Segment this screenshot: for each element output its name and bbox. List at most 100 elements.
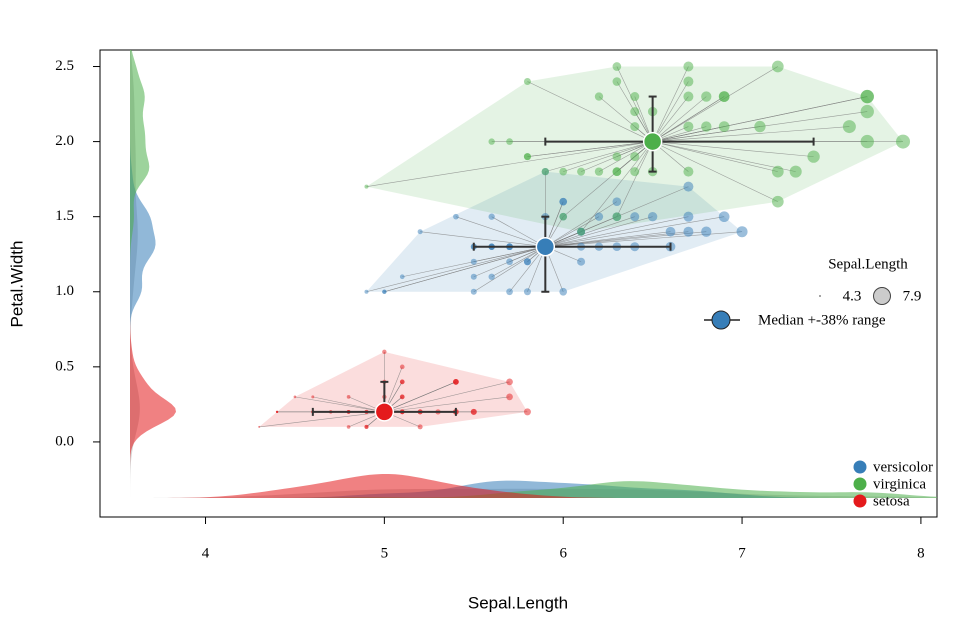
- point: [293, 395, 297, 399]
- spider-line: [598, 141, 653, 172]
- point: [488, 273, 495, 280]
- point: [541, 167, 549, 176]
- point: [789, 165, 802, 178]
- median-legend-symbol: [711, 310, 731, 330]
- point: [647, 212, 658, 222]
- spider-line: [545, 141, 653, 172]
- spider-line: [420, 231, 546, 248]
- point: [506, 393, 513, 401]
- point: [771, 60, 784, 73]
- y-tick-label: 1.0: [55, 283, 74, 299]
- spider-line: [545, 201, 618, 247]
- point: [630, 212, 640, 222]
- spider-line: [384, 396, 510, 413]
- spider-line: [652, 141, 814, 157]
- spider-line: [259, 411, 385, 428]
- point: [506, 258, 513, 266]
- y-tick-label: 2.0: [55, 133, 74, 149]
- spider-line: [616, 141, 653, 217]
- legend-symbol: [853, 477, 867, 491]
- point: [683, 211, 694, 222]
- x-tick-label: 7: [738, 545, 746, 561]
- size-legend-title: Sepal.Length: [828, 256, 908, 272]
- x-axis-title: Sepal.Length: [468, 593, 568, 612]
- point: [470, 258, 477, 265]
- point: [417, 229, 423, 235]
- spider-line: [545, 216, 635, 247]
- point: [399, 364, 405, 370]
- point: [594, 212, 604, 221]
- spider-line: [455, 216, 546, 247]
- legend-label: versicolor: [873, 459, 933, 475]
- point: [754, 120, 766, 133]
- y-tick-label: 0.0: [55, 433, 74, 449]
- point: [736, 226, 748, 238]
- point: [470, 288, 477, 295]
- point: [683, 226, 694, 237]
- point: [470, 408, 477, 415]
- point: [807, 150, 820, 163]
- point: [559, 167, 568, 176]
- point: [612, 77, 622, 86]
- point: [577, 257, 586, 266]
- spider-line: [652, 96, 725, 142]
- spider-line: [652, 141, 778, 202]
- point: [382, 349, 387, 354]
- size-legend-min: 4.3: [843, 288, 862, 304]
- spider-line: [545, 216, 600, 247]
- spider-line: [545, 216, 689, 248]
- point: [523, 78, 531, 86]
- spider-line: [580, 141, 653, 232]
- y-axis-title: Petal.Width: [7, 241, 26, 328]
- y-density: [130, 50, 176, 517]
- x-tick-label: 6: [559, 545, 567, 561]
- y-density: [130, 50, 150, 517]
- x-tick-label: 8: [917, 545, 925, 561]
- point: [559, 212, 568, 221]
- point: [417, 424, 423, 430]
- spider-line: [616, 66, 653, 142]
- point: [258, 425, 261, 428]
- spider-line: [294, 396, 385, 413]
- x-density: [153, 480, 938, 498]
- point: [630, 107, 640, 117]
- spider-line: [545, 231, 671, 248]
- point: [612, 212, 622, 222]
- point: [506, 288, 513, 296]
- point: [523, 408, 531, 416]
- point: [701, 121, 712, 132]
- point: [594, 167, 604, 176]
- point: [701, 91, 712, 102]
- point: [630, 152, 640, 162]
- size-legend-max-symbol: [873, 287, 891, 305]
- median: [642, 131, 663, 152]
- spider-line: [384, 381, 457, 413]
- spider-line: [598, 96, 653, 142]
- point: [506, 138, 513, 145]
- point: [683, 76, 694, 87]
- spider-line: [545, 231, 707, 248]
- y-density: [130, 50, 156, 517]
- spider-line: [366, 246, 546, 293]
- point: [701, 226, 712, 237]
- spider-line: [366, 141, 653, 187]
- point: [683, 166, 694, 177]
- spider-line: [652, 141, 796, 172]
- x-density: [153, 474, 938, 498]
- point: [612, 62, 622, 71]
- point: [630, 167, 640, 177]
- legend-label: setosa: [873, 493, 910, 509]
- point: [771, 165, 784, 178]
- spider-line: [545, 216, 725, 248]
- point: [364, 184, 369, 189]
- point: [523, 258, 531, 266]
- spider-line: [652, 66, 689, 142]
- point: [896, 134, 911, 149]
- point: [399, 274, 405, 280]
- y-tick-label: 0.5: [55, 358, 74, 374]
- point: [453, 379, 459, 385]
- spider-line: [527, 81, 653, 142]
- median: [374, 402, 395, 422]
- spider-line: [491, 246, 546, 278]
- point: [453, 213, 459, 220]
